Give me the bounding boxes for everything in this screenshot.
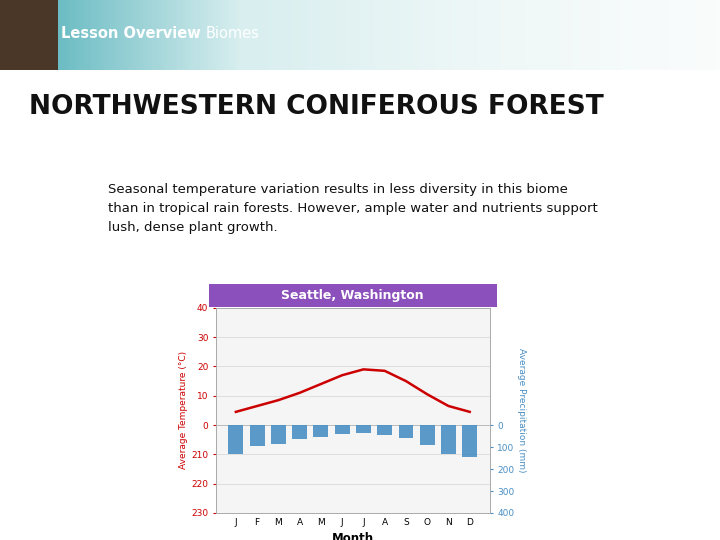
Bar bbox=[335, 425, 350, 434]
Bar bbox=[462, 425, 477, 457]
Text: Lesson Overview: Lesson Overview bbox=[61, 26, 201, 41]
Bar bbox=[250, 425, 264, 446]
Bar bbox=[292, 425, 307, 440]
Y-axis label: Average Precipitation (mm): Average Precipitation (mm) bbox=[516, 348, 526, 472]
Text: NORTHWESTERN CONIFEROUS FOREST: NORTHWESTERN CONIFEROUS FOREST bbox=[29, 94, 603, 120]
Bar bbox=[356, 425, 371, 433]
Bar bbox=[228, 425, 243, 454]
Bar bbox=[441, 425, 456, 454]
Bar bbox=[420, 425, 435, 445]
Bar bbox=[271, 425, 286, 444]
Bar bbox=[377, 425, 392, 435]
Text: Seasonal temperature variation results in less diversity in this biome
than in t: Seasonal temperature variation results i… bbox=[108, 183, 598, 234]
Bar bbox=[398, 425, 413, 438]
Y-axis label: Average Temperature (°C): Average Temperature (°C) bbox=[179, 352, 189, 469]
Text: Seattle, Washington: Seattle, Washington bbox=[282, 289, 424, 302]
X-axis label: Month: Month bbox=[332, 532, 374, 540]
Bar bbox=[313, 425, 328, 437]
Bar bbox=[0, 0, 58, 70]
Text: Biomes: Biomes bbox=[205, 26, 259, 41]
